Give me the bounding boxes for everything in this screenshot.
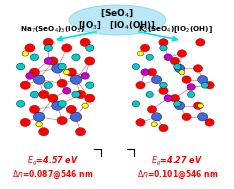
Circle shape [159, 39, 168, 46]
Circle shape [205, 119, 214, 126]
Circle shape [170, 94, 180, 102]
Circle shape [151, 122, 157, 127]
Circle shape [170, 57, 180, 65]
Circle shape [57, 116, 67, 125]
Circle shape [146, 91, 153, 98]
Circle shape [160, 45, 167, 51]
Circle shape [85, 94, 95, 102]
Circle shape [44, 58, 52, 64]
Text: Na$_7$(SeO$_4$)$_3$(IO$_3$): Na$_7$(SeO$_4$)$_3$(IO$_3$) [21, 25, 85, 35]
Circle shape [201, 82, 209, 88]
Circle shape [136, 81, 145, 89]
Ellipse shape [69, 5, 166, 35]
Circle shape [179, 70, 185, 75]
Text: K$_2$(SeO$_4$)[IO$_2$(OH)]: K$_2$(SeO$_4$)[IO$_2$(OH)] [138, 24, 212, 35]
Circle shape [76, 90, 86, 99]
Circle shape [30, 54, 39, 61]
Circle shape [66, 105, 77, 114]
Circle shape [175, 64, 185, 73]
Circle shape [86, 45, 94, 51]
Circle shape [70, 112, 82, 122]
Text: $\it{E}$$_g$=4.27 eV: $\it{E}$$_g$=4.27 eV [151, 155, 203, 168]
Circle shape [140, 44, 150, 52]
Circle shape [182, 76, 191, 83]
Text: $\Delta$$\it{n}$=0.101@546 nm: $\Delta$$\it{n}$=0.101@546 nm [137, 168, 218, 181]
Circle shape [147, 106, 157, 113]
Circle shape [72, 91, 80, 98]
Circle shape [187, 84, 195, 90]
Circle shape [22, 51, 29, 56]
Text: [IO$_3$]   [IO$_4$(OH)]: [IO$_3$] [IO$_4$(OH)] [78, 19, 156, 31]
Circle shape [197, 113, 208, 121]
Circle shape [29, 105, 40, 114]
Circle shape [205, 81, 214, 89]
Circle shape [197, 75, 208, 84]
Circle shape [196, 39, 205, 46]
Circle shape [20, 118, 30, 126]
Circle shape [194, 65, 203, 72]
Circle shape [141, 69, 149, 75]
Circle shape [72, 54, 80, 61]
Circle shape [177, 50, 186, 57]
Circle shape [52, 101, 63, 110]
Circle shape [30, 91, 39, 98]
Circle shape [48, 57, 58, 65]
Circle shape [146, 54, 153, 60]
Text: [SeO$_4$]: [SeO$_4$] [100, 8, 135, 19]
Circle shape [17, 101, 25, 107]
Circle shape [17, 63, 25, 70]
Circle shape [159, 124, 168, 132]
Circle shape [136, 119, 145, 126]
Circle shape [175, 101, 185, 110]
Circle shape [66, 68, 77, 76]
Circle shape [62, 44, 72, 52]
Circle shape [187, 91, 195, 98]
Circle shape [151, 75, 162, 84]
Circle shape [174, 64, 181, 70]
Circle shape [70, 75, 82, 84]
Circle shape [20, 81, 30, 89]
Circle shape [197, 103, 203, 108]
Circle shape [44, 82, 52, 88]
Circle shape [182, 113, 191, 121]
Circle shape [62, 88, 71, 94]
Circle shape [33, 75, 45, 84]
Circle shape [29, 68, 40, 76]
Circle shape [39, 90, 49, 99]
Circle shape [164, 54, 172, 61]
Circle shape [151, 113, 162, 121]
Circle shape [174, 101, 181, 107]
Circle shape [48, 94, 58, 102]
Text: $\it{E}$$_g$=4.57 eV: $\it{E}$$_g$=4.57 eV [27, 155, 79, 168]
Circle shape [39, 128, 49, 136]
Circle shape [164, 95, 172, 101]
Circle shape [63, 70, 70, 75]
Circle shape [52, 64, 63, 73]
Circle shape [82, 103, 88, 108]
Circle shape [58, 101, 66, 107]
Circle shape [159, 87, 168, 94]
Circle shape [132, 64, 139, 70]
Circle shape [86, 82, 94, 88]
Circle shape [33, 112, 45, 122]
Circle shape [137, 51, 143, 56]
Circle shape [36, 122, 42, 127]
Circle shape [85, 57, 95, 65]
Circle shape [25, 44, 35, 52]
Circle shape [147, 68, 157, 76]
Text: $\Delta$$\it{n}$=0.087@546 nm: $\Delta$$\it{n}$=0.087@546 nm [12, 168, 94, 181]
Circle shape [58, 63, 66, 70]
Circle shape [76, 128, 86, 136]
Circle shape [81, 73, 89, 79]
Circle shape [80, 38, 90, 46]
Circle shape [160, 82, 167, 88]
Circle shape [43, 38, 53, 46]
Circle shape [26, 73, 34, 79]
Circle shape [194, 102, 203, 109]
Circle shape [132, 101, 139, 107]
Circle shape [44, 45, 52, 51]
Circle shape [57, 79, 67, 88]
